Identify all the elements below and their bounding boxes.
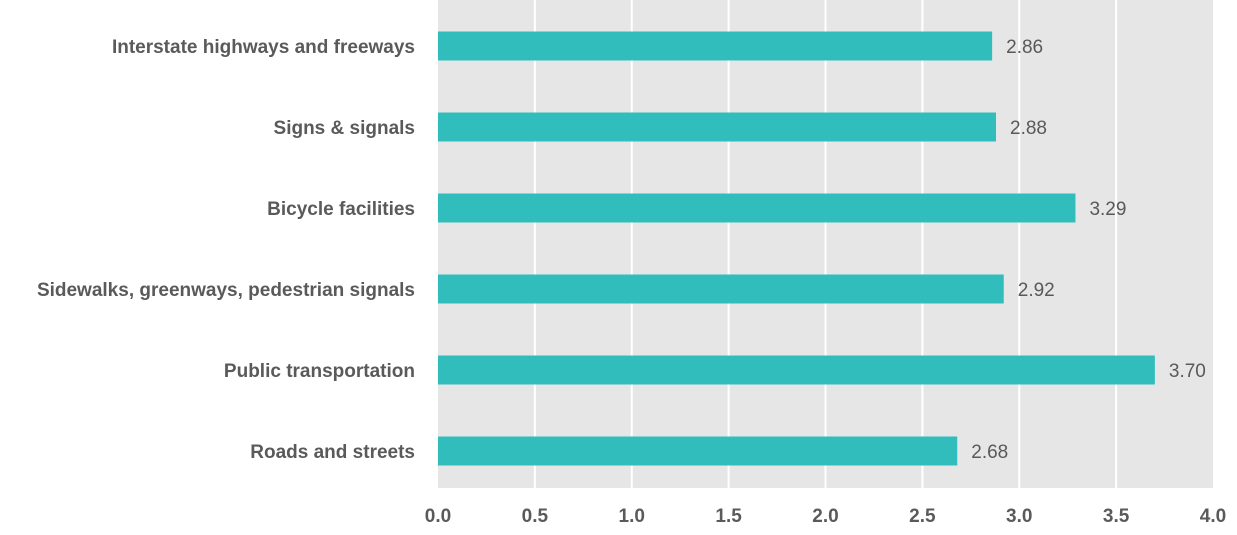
data-labels: 2.86 2.88 3.29 2.92 3.70 2.68 (971, 37, 1206, 463)
x-tick-label: 2.0 (812, 506, 838, 527)
bar (438, 436, 958, 466)
x-tick-label: 0.0 (425, 506, 451, 527)
x-tick-label: 4.0 (1200, 506, 1226, 527)
data-label: 2.92 (1018, 280, 1055, 301)
bar (438, 274, 1004, 304)
data-label: 2.68 (971, 442, 1008, 463)
category-label: Bicycle facilities (267, 199, 415, 220)
x-tick-label: 3.0 (1006, 506, 1032, 527)
category-label: Interstate highways and freeways (112, 37, 415, 58)
bar (438, 112, 996, 142)
category-label: Signs & signals (274, 118, 415, 139)
x-tick-label: 1.0 (619, 506, 645, 527)
data-label: 2.86 (1006, 37, 1043, 58)
gridlines (533, 0, 1118, 488)
x-tick-labels: 0.0 0.5 1.0 1.5 2.0 2.5 3.0 3.5 4.0 (425, 506, 1226, 527)
bar (438, 31, 993, 61)
data-label: 2.88 (1010, 118, 1047, 139)
x-tick-label: 0.5 (522, 506, 549, 527)
data-label: 3.70 (1169, 361, 1206, 382)
category-label: Public transportation (224, 361, 415, 382)
x-tick-label: 3.5 (1103, 506, 1130, 527)
category-label: Roads and streets (250, 442, 415, 463)
x-tick-label: 1.5 (715, 506, 742, 527)
x-tick-label: 2.5 (909, 506, 936, 527)
data-label: 3.29 (1089, 199, 1126, 220)
category-label: Sidewalks, greenways, pedestrian signals (37, 280, 415, 301)
bar (438, 193, 1076, 223)
bars (438, 31, 1155, 466)
category-labels: Interstate highways and freeways Signs & … (37, 37, 415, 463)
bar (438, 355, 1155, 385)
